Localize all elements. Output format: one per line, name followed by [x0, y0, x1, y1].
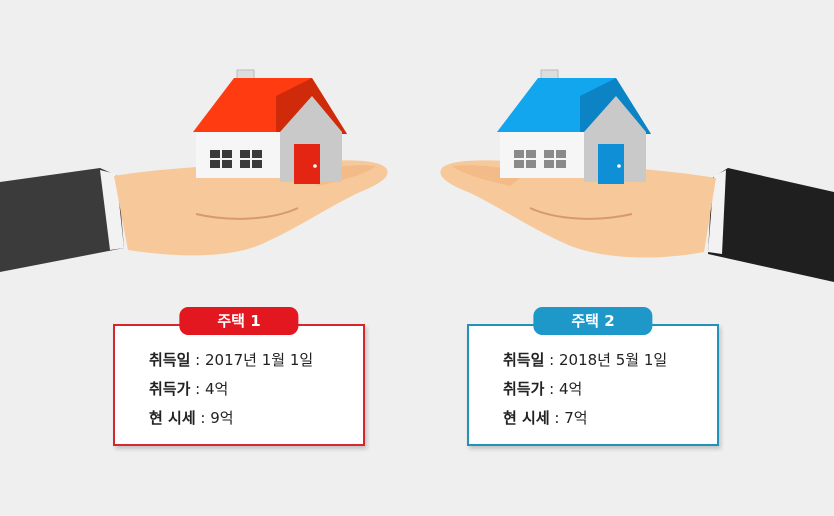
row-label: 현 시세 [503, 409, 550, 427]
house-2-info-card: 주택 2 취득일 : 2018년 5월 1일 취득가 : 4억 현 시세 : 7… [467, 307, 719, 446]
row-label: 취득일 [149, 351, 191, 369]
house-1-market-price: 현 시세 : 9억 [149, 404, 313, 433]
house-1-rows: 취득일 : 2017년 1월 1일 취득가 : 4억 현 시세 : 9억 [149, 346, 313, 433]
left-cuff [100, 170, 124, 250]
row-label: 현 시세 [149, 409, 196, 427]
house-1-icon [193, 69, 347, 184]
row-label: 취득일 [503, 351, 545, 369]
house-2-acquisition-date: 취득일 : 2018년 5월 1일 [503, 346, 667, 375]
right-hand-with-house [440, 69, 834, 282]
row-separator: : [544, 351, 559, 369]
row-separator: : [549, 409, 565, 427]
right-palm-line [529, 207, 633, 220]
house-2-market-price: 현 시세 : 7억 [503, 404, 667, 433]
row-value: 2017년 1월 1일 [205, 351, 314, 369]
left-palm-line [195, 207, 299, 220]
house-1-acquisition-date: 취득일 : 2017년 1월 1일 [149, 346, 313, 375]
house-1-badge: 주택 1 [179, 307, 299, 335]
row-label: 취득가 [149, 380, 191, 398]
house-2-acquisition-price: 취득가 : 4억 [503, 375, 667, 404]
illustration [0, 69, 834, 282]
house-2-badge: 주택 2 [533, 307, 653, 335]
right-sleeve [708, 168, 834, 282]
row-value: 2018년 5월 1일 [559, 351, 668, 369]
house-2-icon [497, 69, 651, 184]
row-separator: : [195, 409, 211, 427]
left-hand-with-house [0, 69, 388, 272]
row-value: 4억 [559, 380, 583, 398]
row-value: 9억 [210, 409, 234, 427]
row-value: 7억 [564, 409, 588, 427]
row-value: 4억 [205, 380, 229, 398]
house-1-info-card: 주택 1 취득일 : 2017년 1월 1일 취득가 : 4억 현 시세 : 9… [113, 307, 365, 446]
right-cuff [708, 170, 726, 254]
house-1-acquisition-price: 취득가 : 4억 [149, 375, 313, 404]
row-separator: : [544, 380, 559, 398]
house-2-rows: 취득일 : 2018년 5월 1일 취득가 : 4억 현 시세 : 7억 [503, 346, 667, 433]
row-separator: : [190, 351, 205, 369]
row-separator: : [190, 380, 205, 398]
left-sleeve [0, 168, 124, 272]
row-label: 취득가 [503, 380, 545, 398]
